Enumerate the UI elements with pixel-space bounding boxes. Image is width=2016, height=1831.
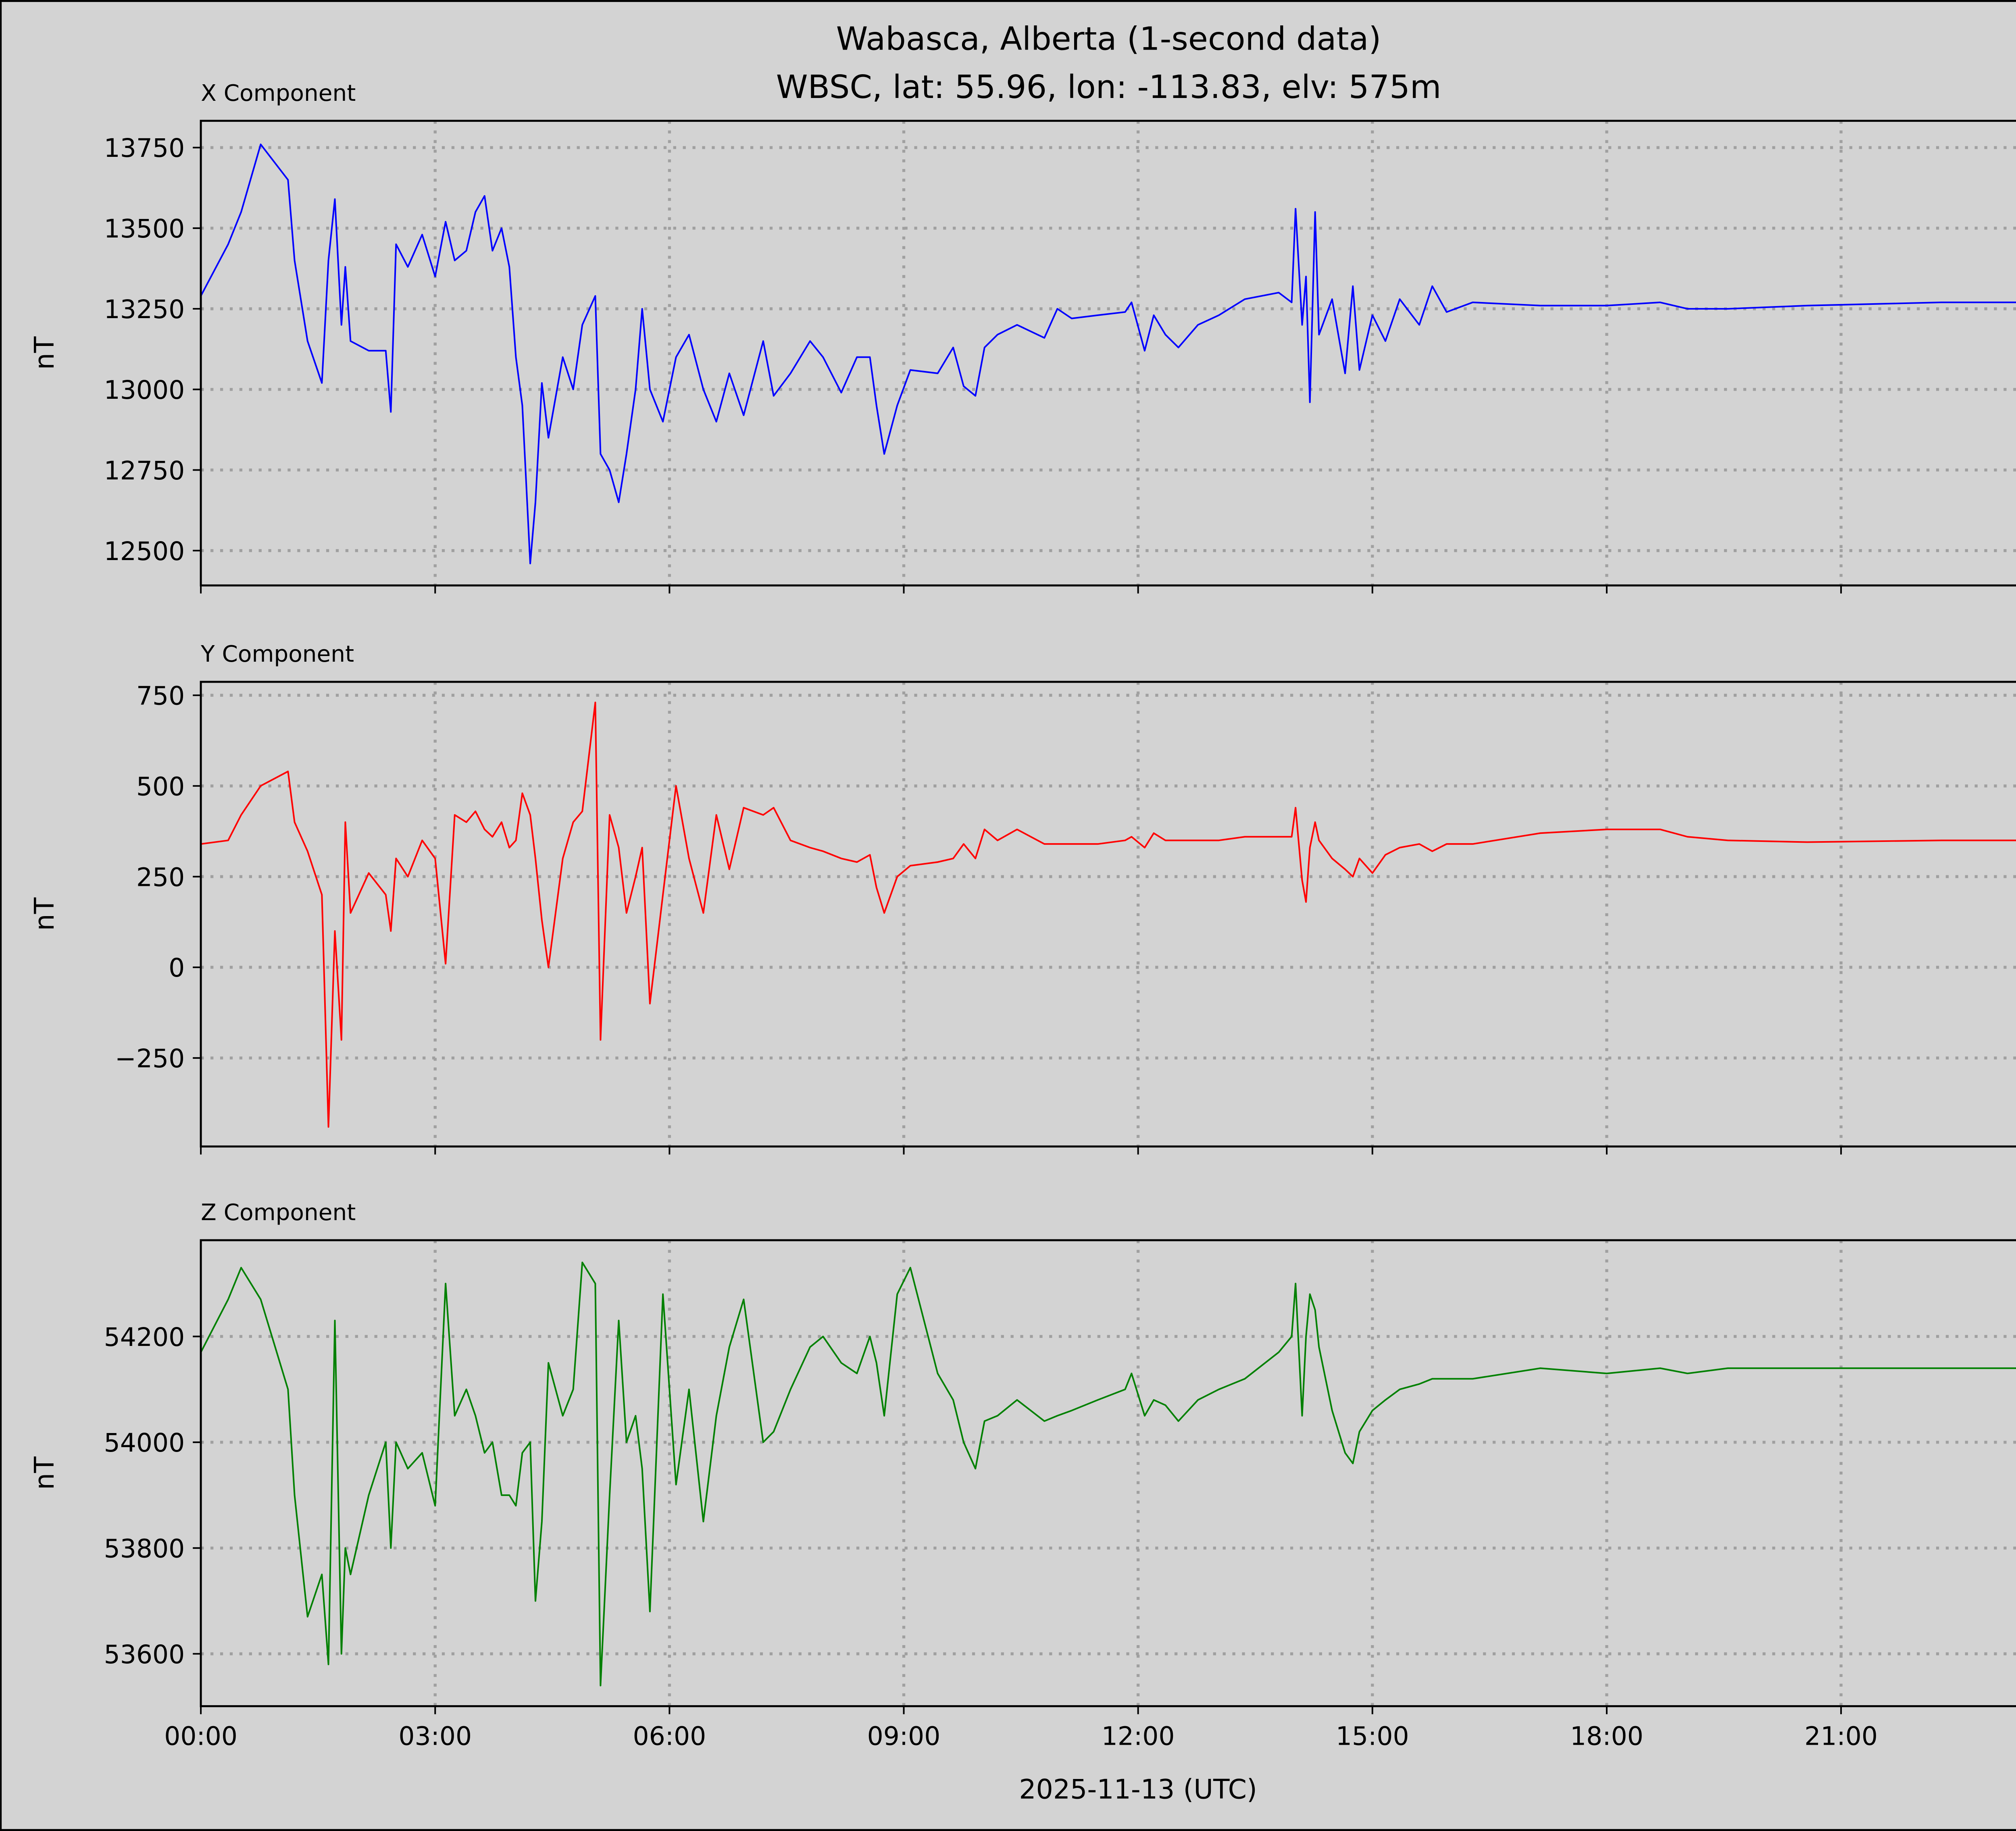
y-tick-label: 13750	[104, 133, 185, 163]
panel-z-component: 53600 53800 54000 54200 00:00 03:00 06:00 09:00…	[29, 1200, 2016, 1751]
y-tick-label: 500	[136, 771, 185, 801]
y-tick-label: 13250	[104, 294, 185, 324]
chart-title: Wabasca, Alberta (1-second data)	[836, 20, 1381, 58]
y-tick-label: 53600	[104, 1639, 185, 1669]
axes-frame	[200, 681, 2016, 1148]
x-tick-label: 00:00	[164, 1721, 237, 1751]
x-tick-label: 12:00	[1102, 1721, 1175, 1751]
panel-x-component: 12500 12750 13000 13250 13500 13750 X Componen…	[29, 80, 2016, 594]
x-tick-label: 03:00	[398, 1721, 472, 1751]
y-tick-label: 53800	[104, 1533, 185, 1563]
y-tick-label: 54000	[104, 1428, 185, 1458]
panel-y-component: −250 0 250 500 750 Y Component nT	[29, 641, 2016, 1155]
y-axis-label: nT	[29, 1456, 60, 1490]
series-line-z	[200, 1261, 2016, 1687]
axes-frame	[200, 120, 2016, 587]
x-tick-label: 09:00	[867, 1721, 941, 1751]
y-tick-label: 13500	[104, 214, 185, 244]
y-tick-label: 54200	[104, 1322, 185, 1352]
panel-title: Z Component	[201, 1200, 356, 1226]
panel-title: Y Component	[200, 641, 354, 667]
x-tick-label: 21:00	[1804, 1721, 1878, 1751]
y-tick-label: 12500	[104, 536, 185, 566]
y-tick-label: 13000	[104, 375, 185, 405]
series-line-x	[200, 144, 2016, 565]
x-axis-label: 2025-11-13 (UTC)	[1019, 1774, 1257, 1805]
y-tick-label: 0	[169, 953, 185, 983]
y-axis-label: nT	[29, 336, 60, 370]
y-tick-label: −250	[115, 1044, 185, 1073]
y-tick-label: 250	[136, 862, 185, 892]
x-tick-label: 15:00	[1336, 1721, 1409, 1751]
y-axis-label: nT	[29, 897, 60, 931]
axes-frame	[200, 1239, 2016, 1707]
panel-title: X Component	[201, 80, 356, 106]
x-tick-label: 06:00	[633, 1721, 706, 1751]
y-tick-label: 750	[136, 681, 185, 711]
series-line-y	[200, 702, 2016, 1128]
y-tick-label: 12750	[104, 456, 185, 485]
x-tick-label: 18:00	[1570, 1721, 1643, 1751]
chart-subtitle: WBSC, lat: 55.96, lon: -113.83, elv: 575…	[776, 68, 1441, 106]
